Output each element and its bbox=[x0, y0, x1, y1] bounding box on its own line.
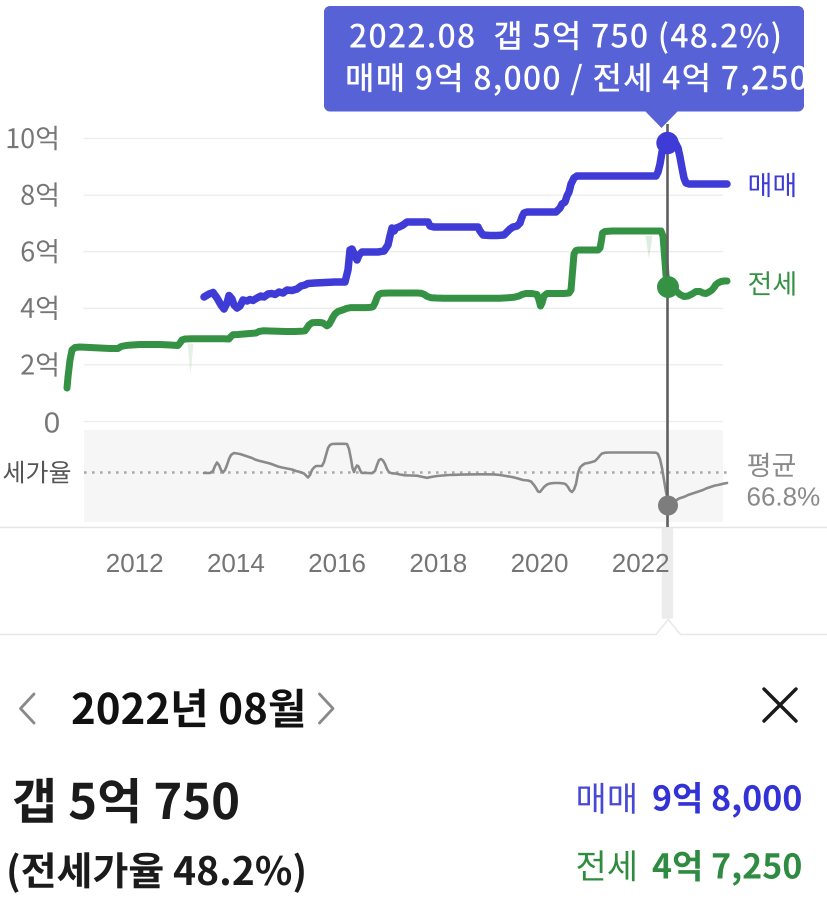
svg-text:2022: 2022 bbox=[612, 548, 670, 578]
svg-text:2016: 2016 bbox=[308, 548, 366, 578]
svg-text:0: 0 bbox=[44, 408, 60, 440]
svg-text:2020: 2020 bbox=[511, 548, 569, 578]
svg-text:2012: 2012 bbox=[106, 548, 164, 578]
svg-text:66.8%: 66.8% bbox=[747, 482, 821, 512]
svg-text:2018: 2018 bbox=[409, 548, 467, 578]
svg-text:2014: 2014 bbox=[207, 548, 265, 578]
